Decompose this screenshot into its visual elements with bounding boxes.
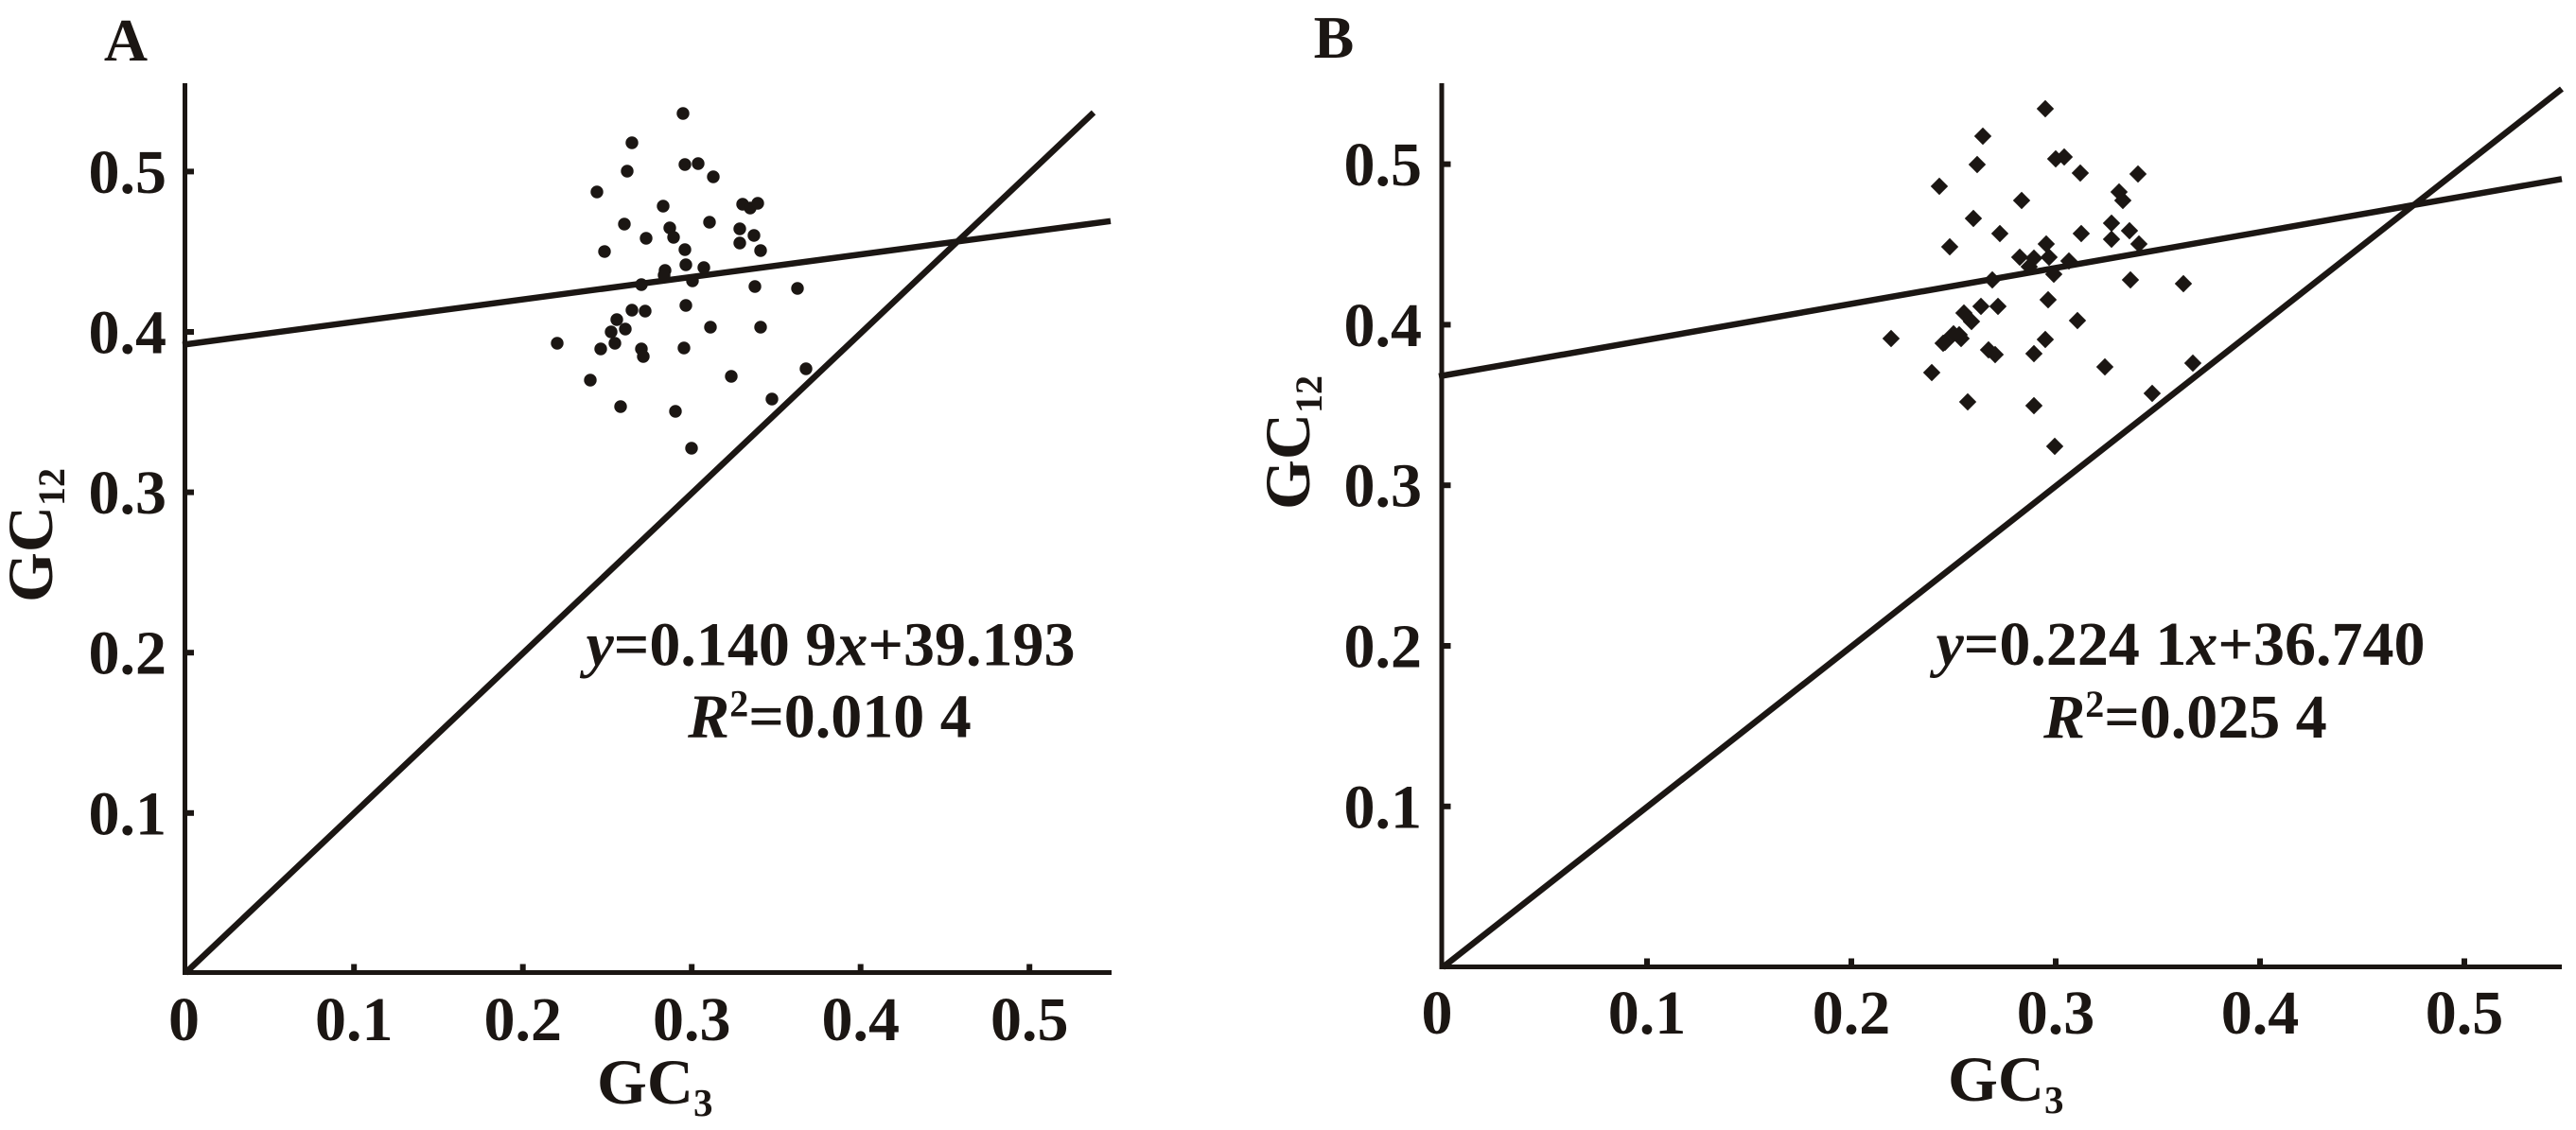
- svg-text:GC3: GC3: [1948, 1043, 2064, 1121]
- svg-text:0.2: 0.2: [1813, 979, 1891, 1048]
- svg-text:GC12: GC12: [0, 468, 73, 602]
- svg-text:0.4: 0.4: [821, 985, 900, 1054]
- svg-text:0.3: 0.3: [1344, 452, 1423, 521]
- svg-text:0.1: 0.1: [89, 779, 167, 848]
- svg-text:A: A: [104, 7, 148, 74]
- svg-text:0.5: 0.5: [1344, 130, 1423, 200]
- svg-text:0: 0: [168, 985, 200, 1054]
- svg-text:0.5: 0.5: [89, 138, 167, 207]
- svg-text:y=0.140 9x+39.193: y=0.140 9x+39.193: [579, 611, 1075, 680]
- svg-text:0: 0: [1422, 979, 1453, 1048]
- svg-text:0.2: 0.2: [89, 619, 167, 688]
- svg-text:0.4: 0.4: [2221, 979, 2300, 1048]
- svg-text:0.2: 0.2: [483, 985, 562, 1054]
- svg-text:y=0.224 1x+36.740: y=0.224 1x+36.740: [1929, 610, 2425, 679]
- svg-text:0.1: 0.1: [315, 985, 394, 1054]
- svg-text:0.3: 0.3: [653, 985, 731, 1054]
- svg-text:B: B: [1314, 4, 1355, 71]
- svg-text:0.3: 0.3: [2017, 979, 2095, 1048]
- svg-text:R2=0.010 4: R2=0.010 4: [687, 683, 972, 752]
- svg-text:0.1: 0.1: [1344, 773, 1423, 842]
- svg-text:0.4: 0.4: [1344, 291, 1423, 360]
- svg-text:0.5: 0.5: [990, 985, 1069, 1054]
- svg-text:0.2: 0.2: [1344, 613, 1423, 682]
- svg-text:GC3: GC3: [597, 1046, 713, 1124]
- svg-text:R2=0.025 4: R2=0.025 4: [2042, 683, 2327, 752]
- svg-text:0.3: 0.3: [89, 459, 167, 528]
- svg-text:0.5: 0.5: [2426, 979, 2504, 1048]
- svg-text:0.1: 0.1: [1608, 979, 1687, 1048]
- svg-text:0.4: 0.4: [89, 299, 167, 368]
- svg-text:GC12: GC12: [1252, 375, 1330, 510]
